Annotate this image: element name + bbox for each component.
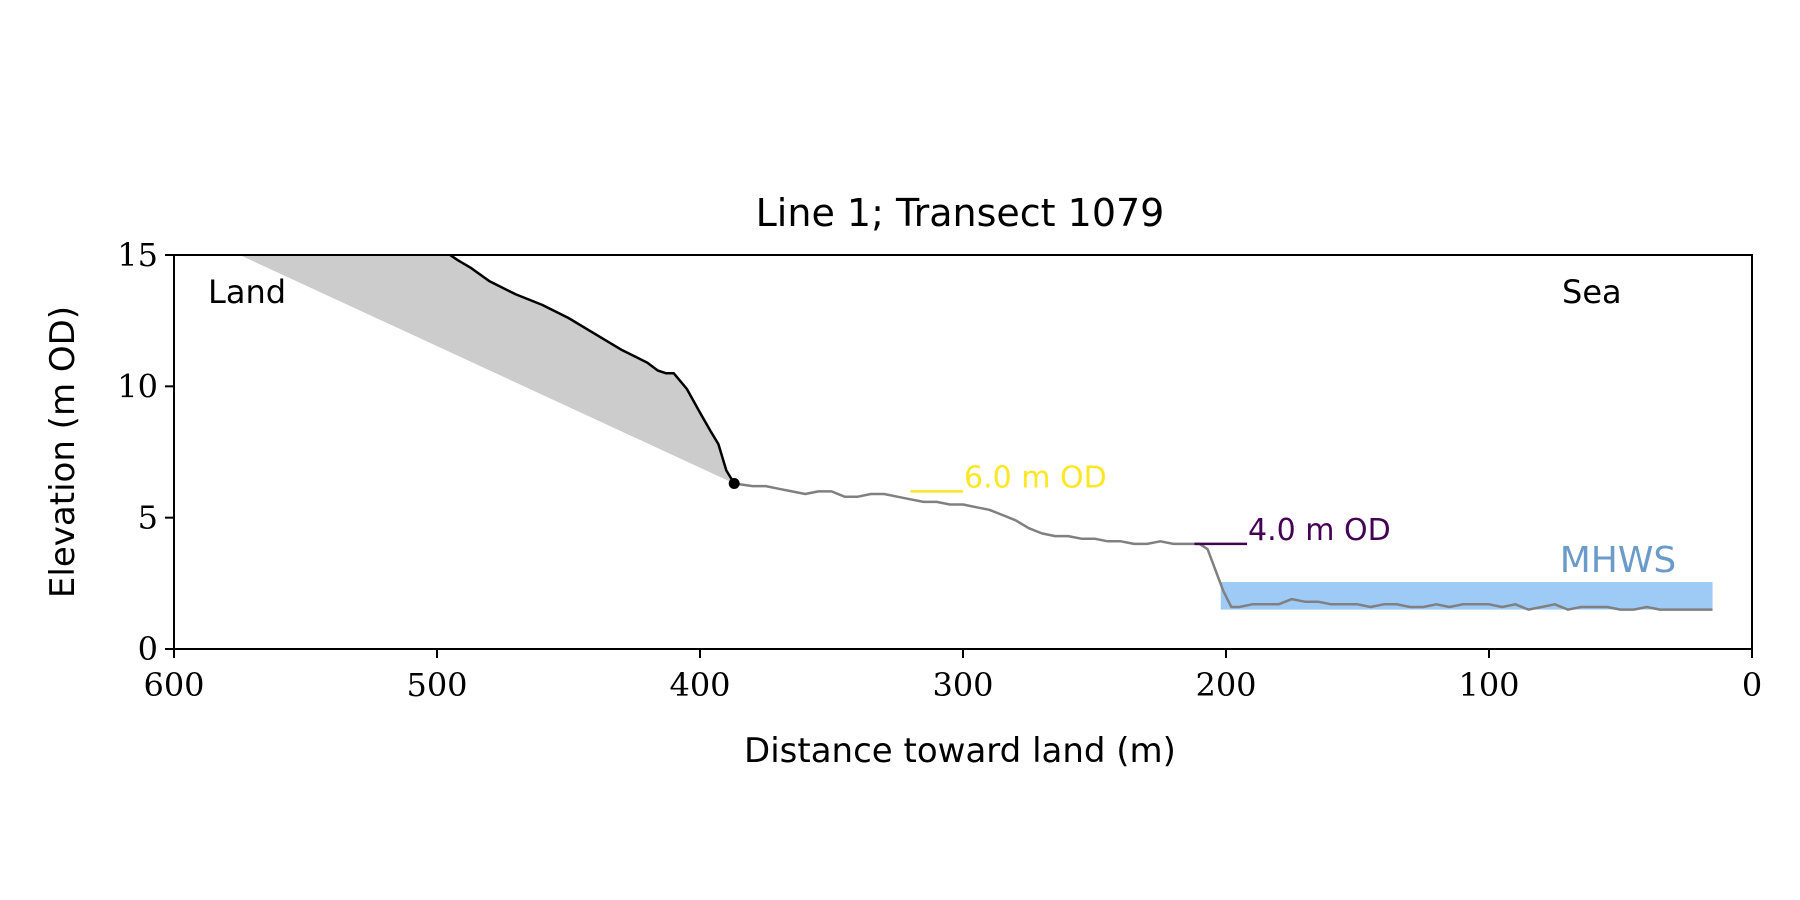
level-4-label: 4.0 m OD bbox=[1248, 513, 1391, 548]
y-axis: 0 5 10 15 bbox=[117, 236, 174, 668]
y-tick-label: 0 bbox=[138, 630, 158, 668]
cliff-shadow-region bbox=[239, 255, 735, 484]
y-tick-label: 10 bbox=[117, 367, 158, 405]
y-tick-label: 5 bbox=[138, 499, 158, 537]
x-tick-label: 500 bbox=[406, 666, 467, 704]
cliff-profile-line bbox=[449, 253, 736, 485]
cliff-top-point bbox=[728, 478, 740, 490]
x-tick-label: 0 bbox=[1742, 666, 1762, 704]
land-label: Land bbox=[208, 273, 286, 311]
beach-profile-line bbox=[734, 482, 1713, 611]
chart-title: Line 1; Transect 1079 bbox=[756, 191, 1165, 235]
sea-label: Sea bbox=[1562, 273, 1622, 311]
plot-area: 6.0 m OD 4.0 m OD MHWS bbox=[239, 253, 1713, 611]
x-axis: 600 500 400 300 200 100 0 bbox=[143, 649, 1762, 704]
x-tick-label: 400 bbox=[669, 666, 730, 704]
y-tick-label: 15 bbox=[117, 236, 158, 274]
x-tick-label: 300 bbox=[932, 666, 993, 704]
x-tick-label: 600 bbox=[143, 666, 204, 704]
y-axis-label: Elevation (m OD) bbox=[43, 306, 83, 598]
level-6-label: 6.0 m OD bbox=[964, 460, 1107, 495]
x-tick-label: 100 bbox=[1458, 666, 1519, 704]
mhws-label: MHWS bbox=[1560, 540, 1677, 581]
x-axis-label: Distance toward land (m) bbox=[744, 731, 1176, 771]
x-tick-label: 200 bbox=[1195, 666, 1256, 704]
